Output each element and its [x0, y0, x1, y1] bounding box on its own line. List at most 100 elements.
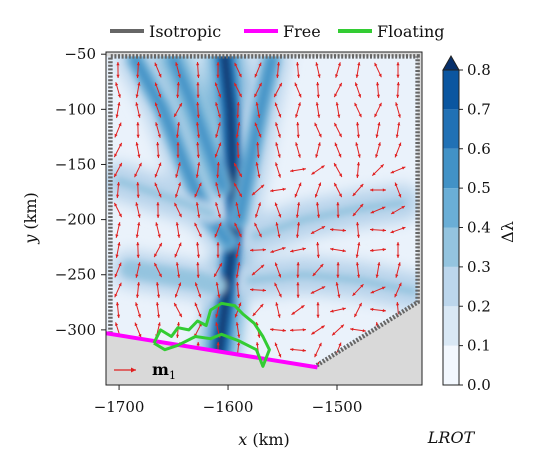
- vector-head: [196, 74, 200, 78]
- vector-glyph: [296, 61, 300, 79]
- vector-head: [258, 82, 262, 87]
- x-axis: −1700 −1600 −1500: [94, 385, 362, 416]
- vector-glyph: [354, 102, 362, 118]
- vector-head: [282, 328, 286, 332]
- vector-glyph: [214, 82, 222, 98]
- vector-glyph: [194, 282, 202, 298]
- vector-glyph: [311, 165, 325, 175]
- vector-glyph: [370, 286, 386, 294]
- vector-glyph: [354, 82, 362, 98]
- vector-head: [356, 162, 360, 166]
- colorbar-label: Δλ: [498, 221, 517, 243]
- vector-head: [137, 222, 141, 226]
- vector-glyph: [355, 262, 361, 278]
- vector-head: [238, 173, 242, 177]
- vector-glyph: [296, 281, 300, 299]
- vector-head: [216, 174, 220, 178]
- vector-glyph: [291, 304, 305, 316]
- vector-glyph: [310, 286, 326, 294]
- x-tick-label: −1600: [203, 398, 254, 416]
- vector-glyph: [333, 182, 343, 198]
- vector-head: [198, 182, 202, 187]
- vector-head: [177, 234, 181, 238]
- vector-glyph: [234, 222, 242, 238]
- vector-glyph: [311, 325, 325, 335]
- vector-head: [372, 172, 376, 176]
- vector-head: [258, 233, 262, 238]
- colorbar-segment: [443, 148, 459, 189]
- vector-head: [390, 170, 395, 174]
- vector-glyph: [176, 142, 180, 158]
- vector-head: [311, 331, 315, 335]
- vector-glyph: [175, 62, 181, 78]
- vector-glyph: [331, 324, 345, 336]
- y-tick-label: −200: [55, 211, 96, 229]
- vector-glyph: [154, 162, 162, 178]
- vector-head: [154, 253, 158, 258]
- vector-glyph: [290, 247, 306, 253]
- vector-legend-label: m1: [152, 360, 176, 382]
- vector-glyph: [215, 202, 221, 218]
- vector-glyph: [270, 187, 286, 193]
- vector-head: [318, 342, 322, 347]
- vector-head: [176, 94, 180, 98]
- vector-head: [236, 294, 240, 298]
- vector-head: [330, 247, 334, 251]
- vector-glyph: [175, 262, 181, 278]
- vector-head: [114, 153, 118, 158]
- isotropic-boundary: [108, 54, 420, 369]
- vector-head: [357, 154, 361, 158]
- vector-glyph: [115, 82, 121, 98]
- vector-head: [156, 294, 161, 298]
- vector-head: [137, 214, 141, 218]
- vector-glyph: [213, 262, 223, 278]
- vector-glyph: [236, 101, 240, 119]
- vector-glyph: [136, 241, 140, 259]
- vector-glyph: [235, 122, 241, 138]
- vector-head: [155, 282, 160, 286]
- vector-head: [154, 82, 158, 87]
- vector-glyph: [233, 182, 243, 198]
- vector-head: [115, 322, 119, 326]
- vector-head: [218, 142, 222, 147]
- colorbar-tick-label: 0.8: [467, 61, 491, 79]
- vector-head: [176, 122, 181, 126]
- vector-head: [374, 62, 378, 67]
- colorbar-segment: [443, 306, 459, 346]
- vector-head: [354, 313, 358, 318]
- vector-glyph: [251, 184, 265, 196]
- vector-head: [375, 154, 379, 158]
- vector-glyph: [174, 202, 182, 218]
- vector-head: [234, 183, 238, 187]
- vector-head: [338, 133, 342, 138]
- vector-head: [136, 242, 140, 246]
- vector-head: [320, 264, 324, 268]
- vector-head: [357, 242, 361, 246]
- vector-head: [370, 307, 374, 311]
- vector-head: [295, 214, 299, 218]
- vector-glyph: [174, 242, 182, 258]
- vector-head: [334, 122, 338, 127]
- vector-head: [382, 248, 386, 252]
- vector-head: [178, 103, 182, 107]
- vector-glyph: [316, 301, 320, 319]
- vector-glyph: [135, 102, 141, 118]
- vector-head: [338, 342, 342, 347]
- vector-head: [352, 212, 357, 217]
- vector-glyph: [352, 183, 364, 197]
- vector-glyph: [236, 281, 240, 299]
- vector-glyph: [215, 102, 221, 118]
- vector-head: [135, 202, 139, 206]
- vector-glyph: [335, 282, 341, 298]
- vector-glyph: [394, 182, 402, 198]
- vector-head: [274, 102, 278, 107]
- vector-glyph: [134, 322, 142, 338]
- vector-glyph: [395, 102, 401, 118]
- vector-head: [216, 242, 220, 246]
- vector-head: [402, 226, 406, 230]
- vector-head: [332, 332, 336, 336]
- vector-glyph: [156, 141, 160, 159]
- vector-glyph: [396, 62, 400, 78]
- vector-glyph: [214, 222, 222, 238]
- vector-head: [154, 182, 158, 187]
